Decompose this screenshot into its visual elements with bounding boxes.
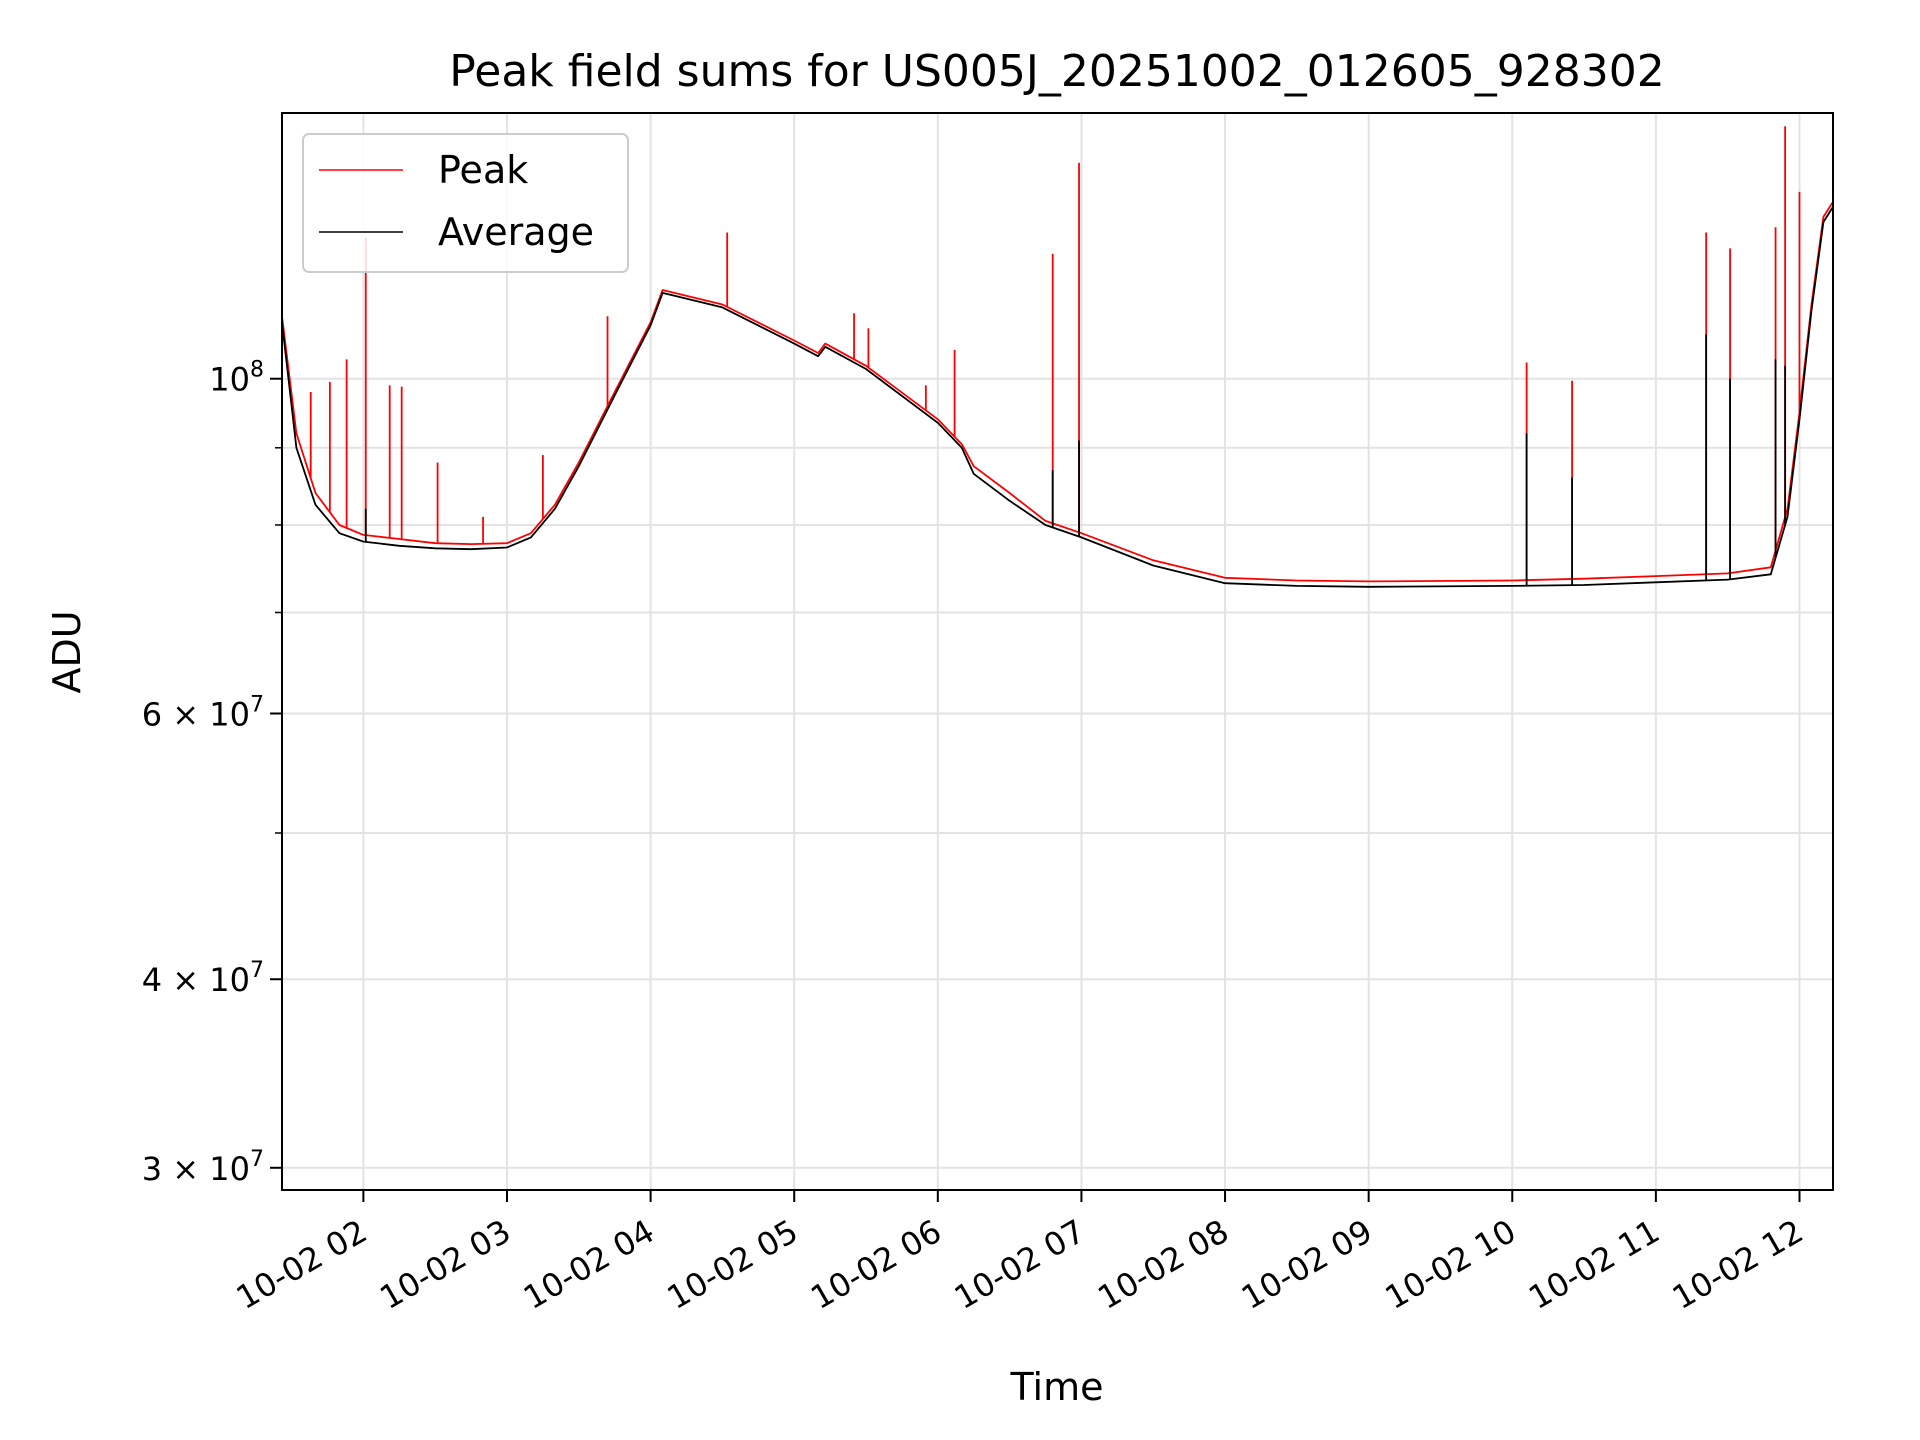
y-tick-label: 4 × 107 — [142, 958, 264, 999]
legend-label-peak: Peak — [438, 148, 528, 192]
series-average — [282, 206, 1833, 588]
legend-box — [302, 133, 629, 273]
series-layer — [282, 126, 1833, 588]
series-line-peak — [282, 201, 1833, 583]
legend: Peak Average — [302, 133, 629, 273]
y-tick-label: 6 × 107 — [142, 693, 264, 734]
series-line-average — [282, 206, 1833, 588]
series-peak — [282, 126, 1833, 583]
y-tick-label: 3 × 107 — [142, 1147, 264, 1188]
x-axis-label: Time — [1010, 1365, 1104, 1409]
plot-frame — [281, 112, 1834, 1191]
legend-label-average: Average — [438, 210, 594, 254]
y-tick-label: 108 — [209, 358, 264, 399]
y-axis-label: ADU — [45, 610, 89, 693]
chart-title: Peak field sums for US005J_20251002_0126… — [449, 46, 1664, 97]
